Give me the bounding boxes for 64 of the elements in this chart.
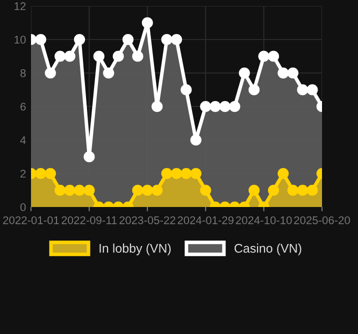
legend-label: Casino (VN) [234,244,302,256]
point [238,67,250,79]
point [190,168,202,180]
point [112,50,124,62]
point [84,184,95,196]
point [54,50,66,62]
x-tick-label: 2025-06-20 [294,216,350,224]
point [268,184,280,196]
point [152,100,163,112]
point [64,184,76,196]
point [132,50,144,62]
point [161,34,172,46]
y-tick-label: 10 [14,36,26,44]
x-tick-label: 2022-01-01 [3,216,59,224]
point [297,84,308,96]
point [132,184,144,196]
point [190,134,202,146]
point [142,17,153,28]
point [74,184,86,196]
point [64,50,76,62]
point [258,50,270,62]
point [268,50,280,62]
point [210,100,221,112]
point [142,184,153,196]
point [306,84,318,96]
x-tick-label: 2024-10-10 [236,216,292,224]
point [287,184,298,196]
point [161,168,172,180]
point [297,184,308,196]
y-tick-label: 4 [20,136,26,144]
point [287,67,298,79]
point [35,168,46,180]
point [103,67,114,79]
point [278,168,289,180]
point [122,34,134,46]
x-tick-label: 2023-05-22 [120,216,176,224]
point [54,184,66,196]
point [219,100,231,112]
x-tick-label: 2022-09-11 [62,216,117,224]
point [93,50,104,62]
y-tick-label: 6 [20,102,26,111]
point [44,67,56,79]
y-tick-label: 12 [14,2,26,10]
point [35,34,46,46]
point [74,34,86,46]
legend-label: In lobby (VN) [100,244,171,256]
point [180,168,192,180]
point [278,67,289,79]
point [306,184,318,196]
point [170,168,182,180]
point [152,184,163,196]
x-tick-label: 2024-01-29 [178,216,234,224]
point [200,100,212,112]
point [84,151,95,162]
y-tick-label: 8 [20,69,26,78]
y-tick-label: 0 [20,203,26,212]
point [248,84,260,96]
point [229,100,240,112]
y-tick-label: 2 [20,170,26,178]
point [248,184,260,196]
point [180,84,192,96]
point [170,34,182,46]
point [44,168,56,180]
point [200,184,212,196]
